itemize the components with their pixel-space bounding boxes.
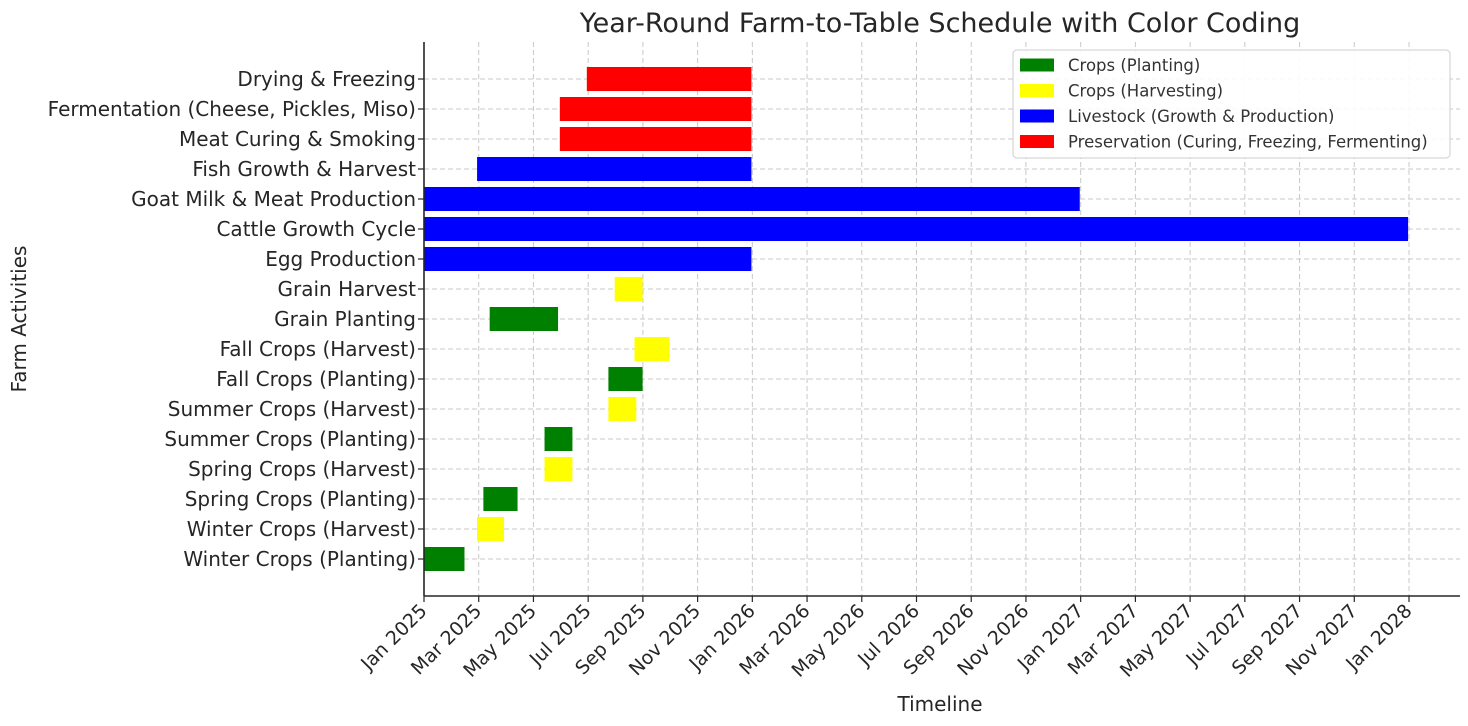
task-bar [544, 427, 573, 451]
y-axis-label: Farm Activities [7, 246, 31, 393]
y-tick-label: Winter Crops (Harvest) [187, 517, 416, 541]
task-bar [477, 157, 752, 181]
y-tick-label: Spring Crops (Harvest) [188, 457, 416, 481]
legend-swatch [1020, 135, 1054, 148]
legend: Crops (Planting) Crops (Harvesting) Livest… [1012, 49, 1451, 159]
task-bar [559, 127, 752, 151]
task-bar [608, 367, 643, 391]
task-bar [489, 307, 559, 331]
y-tick-label: Egg Production [265, 247, 416, 271]
task-bar [614, 277, 643, 301]
task-bar [559, 97, 752, 121]
legend-label: Preservation (Curing, Freezing, Fermenti… [1068, 133, 1428, 152]
y-tick-label: Fermentation (Cheese, Pickles, Miso) [48, 97, 416, 121]
y-tick-label: Goat Milk & Meat Production [131, 187, 416, 211]
legend-label: Livestock (Growth & Production) [1068, 107, 1334, 126]
legend-swatch [1020, 58, 1054, 72]
legend-swatch [1020, 84, 1054, 97]
legend-label: Crops (Harvesting) [1068, 82, 1223, 101]
y-tick-label: Drying & Freezing [237, 67, 416, 91]
task-bar [424, 187, 1080, 211]
task-bar [634, 337, 670, 361]
y-tick-label: Summer Crops (Harvest) [168, 397, 416, 421]
task-bar [477, 517, 505, 541]
task-bar [586, 67, 752, 91]
y-tick-label: Summer Crops (Planting) [164, 427, 416, 451]
bar-layer [424, 67, 1409, 571]
legend-swatch [1020, 109, 1054, 123]
y-tick-label: Fish Growth & Harvest [192, 157, 416, 181]
y-tick-label: Spring Crops (Planting) [185, 487, 416, 511]
y-tick-label: Winter Crops (Planting) [183, 547, 416, 571]
task-bar [608, 397, 637, 421]
legend-label: Crops (Planting) [1068, 56, 1200, 75]
y-tick-label: Grain Planting [274, 307, 416, 331]
task-bar [544, 457, 573, 481]
y-tick-label: Meat Curing & Smoking [179, 127, 416, 151]
x-axis-label: Timeline [896, 692, 982, 716]
task-bar [424, 217, 1409, 241]
y-tick-label: Fall Crops (Harvest) [220, 337, 416, 361]
legend-frame [1012, 49, 1451, 159]
chart-title: Year-Round Farm-to-Table Schedule with C… [579, 8, 1301, 39]
y-tick-label: Fall Crops (Planting) [216, 367, 416, 391]
axis-layer [418, 42, 1460, 602]
y-tick-label: Grain Harvest [278, 277, 417, 301]
y-tick-labels: Winter Crops (Planting) Winter Crops (Har… [48, 67, 416, 571]
y-tick-label: Cattle Growth Cycle [216, 217, 416, 241]
task-bar [424, 547, 465, 571]
task-bar [483, 487, 518, 511]
task-bar [424, 247, 752, 271]
